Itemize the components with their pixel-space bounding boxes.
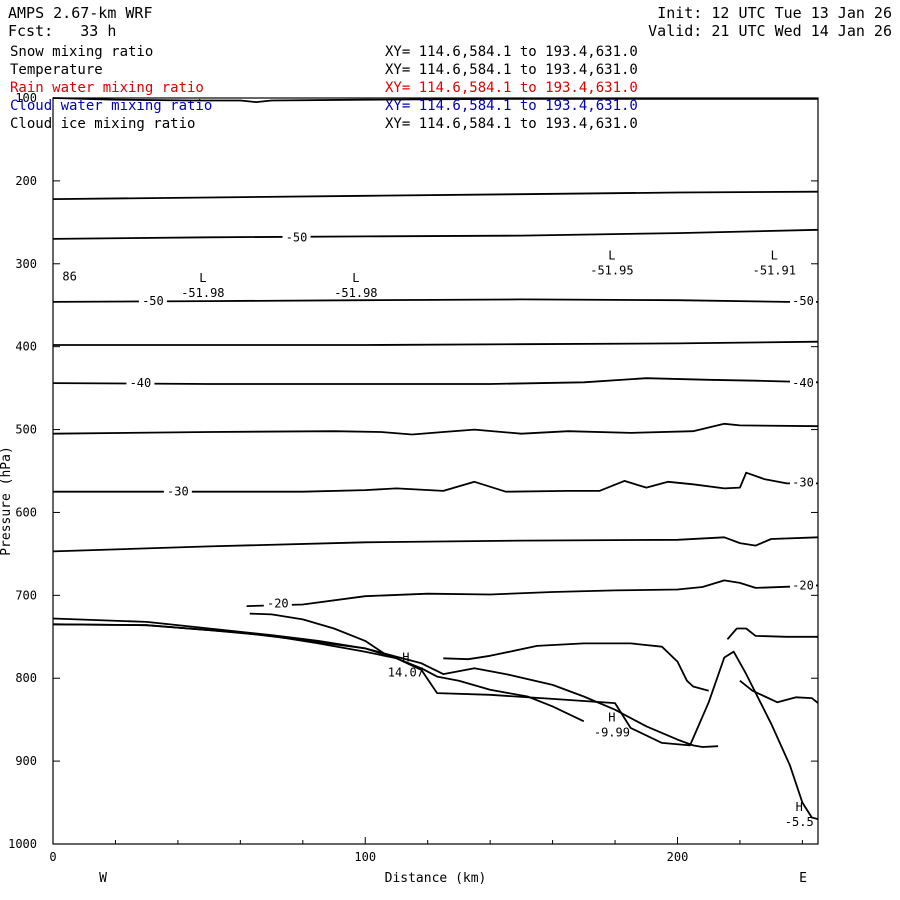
edge-label: 86: [62, 269, 76, 283]
extremum-kind: L: [771, 249, 778, 263]
extremum-value: -9.99: [594, 725, 630, 739]
isotherm-end-label: -20: [792, 578, 814, 592]
extremum-value: -51.91: [753, 264, 796, 278]
isotherm-line: [443, 642, 709, 692]
y-tick-label: 500: [15, 423, 37, 437]
x-tick-label: 200: [667, 850, 689, 864]
y-tick-label: 1000: [8, 837, 37, 851]
isotherm-line: [726, 627, 818, 640]
forecast-hour: Fcst: 33 h: [8, 22, 117, 40]
field-xy-temperature: XY= 114.6,584.1 to 193.4,631.0: [385, 62, 638, 78]
x-axis-label: Distance (km): [385, 871, 487, 886]
extremum-value: -51.98: [181, 286, 224, 300]
y-tick-label: 700: [15, 588, 37, 602]
isotherm-line: [52, 536, 819, 553]
y-tick-label: 200: [15, 174, 37, 188]
extremum-kind: H: [402, 651, 409, 665]
isotherm-line: [52, 617, 719, 748]
isotherm-line: [246, 579, 819, 607]
isotherm-label: -40: [130, 376, 152, 390]
extremum-kind: L: [199, 271, 206, 285]
extremum-kind: L: [352, 271, 359, 285]
field-xy-cloud-water: XY= 114.6,584.1 to 193.4,631.0: [385, 98, 638, 114]
y-tick-label: 100: [15, 91, 37, 105]
field-xy-cloud-ice: XY= 114.6,584.1 to 193.4,631.0: [385, 116, 638, 132]
field-xy-rain: XY= 114.6,584.1 to 193.4,631.0: [385, 80, 638, 96]
isotherm-end-label-bg: [790, 577, 816, 592]
y-tick-label: 300: [15, 257, 37, 271]
isotherm-label: -50: [142, 294, 164, 308]
isotherm-end-label: -30: [792, 476, 814, 490]
plot-frame: [52, 97, 819, 845]
isotherm-label-bg: [263, 595, 292, 610]
isotherm-label-bg: [126, 375, 155, 390]
isotherm-line: [52, 228, 819, 240]
isotherm-label-bg: [163, 483, 192, 498]
isotherm-line: [52, 422, 819, 436]
field-name-temperature: Temperature: [10, 62, 103, 78]
isotherm-line: [53, 471, 818, 493]
extremum-kind: L: [608, 249, 615, 263]
isotherm-line: [52, 298, 818, 303]
isotherm-label: -50: [286, 230, 308, 244]
extremum-kind: H: [796, 800, 803, 814]
extremum-value: -5.5: [785, 815, 814, 829]
x-end-label-west: W: [99, 871, 107, 886]
x-end-label-east: E: [799, 871, 807, 886]
y-tick-label: 600: [15, 505, 37, 519]
x-tick-label: 0: [49, 850, 56, 864]
isotherm-line: [249, 612, 385, 655]
x-tick-label: 100: [354, 850, 376, 864]
field-name-rain: Rain water mixing ratio: [10, 80, 204, 96]
isotherm-label-bg: [138, 293, 167, 308]
field-name-cloud-ice: Cloud ice mixing ratio: [10, 116, 196, 132]
y-tick-label: 800: [15, 671, 37, 685]
y-tick-label: 900: [15, 754, 37, 768]
valid-time: Valid: 21 UTC Wed 14 Jan 26: [648, 22, 892, 40]
y-tick-label: 400: [15, 340, 37, 354]
isotherm-end-label: -40: [792, 376, 814, 390]
isotherm-line: [739, 679, 819, 704]
isotherm-label: -20: [267, 597, 289, 611]
model-title: AMPS 2.67-km WRF: [8, 4, 153, 22]
isotherm-line: [52, 97, 818, 103]
init-time: Init: 12 UTC Tue 13 Jan 26: [657, 4, 892, 22]
isotherm-line: [52, 377, 819, 385]
isotherm-end-label-bg: [790, 474, 816, 489]
isotherm-line: [53, 340, 819, 346]
isotherm-label: -30: [167, 485, 189, 499]
terrain-line: [52, 623, 819, 820]
extremum-value: -51.98: [334, 286, 377, 300]
isotherm-label-bg: [282, 229, 311, 244]
isotherm-line: [52, 623, 585, 723]
field-name-snow: Snow mixing ratio: [10, 44, 154, 60]
field-xy-snow: XY= 114.6,584.1 to 193.4,631.0: [385, 44, 638, 60]
extremum-value: 14.07: [388, 666, 424, 680]
isotherm-end-label: -50: [792, 294, 814, 308]
extremum-value: -51.95: [590, 264, 633, 278]
field-name-cloud-water: Cloud water mixing ratio: [10, 98, 213, 114]
isotherm-end-label-bg: [790, 375, 816, 390]
isotherm-end-label-bg: [790, 293, 816, 308]
extremum-kind: H: [608, 710, 615, 724]
y-axis-label: Pressure (hPa): [0, 446, 14, 556]
isotherm-line: [52, 190, 819, 200]
